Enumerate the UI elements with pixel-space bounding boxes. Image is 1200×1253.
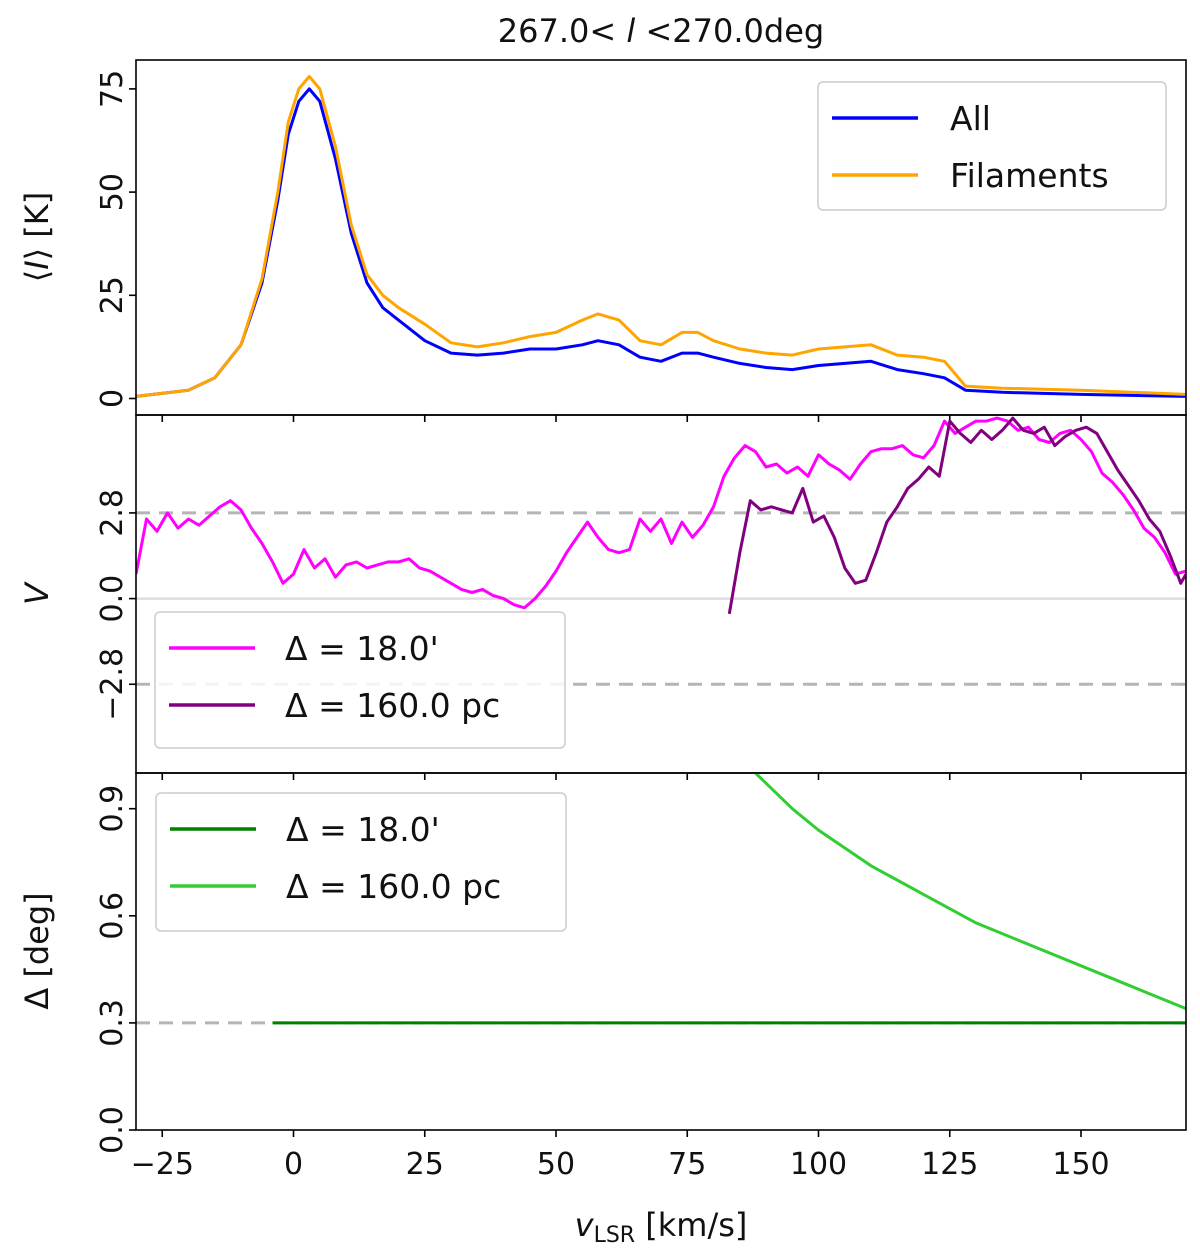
x-tick-label-4: 75	[668, 1147, 706, 1182]
series-group-2	[272, 773, 1186, 1025]
series-group-1	[136, 416, 1186, 615]
y-tick-label-2-3: 0.9	[95, 785, 130, 833]
legend-label-2-1: Δ = 160.0 pc	[286, 867, 501, 906]
legend-label-2-0: Δ = 18.0'	[286, 810, 440, 849]
x-tick-label-0: −25	[131, 1147, 194, 1182]
y-tick-label-1-0: −2.8	[95, 648, 130, 721]
legend-box-1	[154, 611, 566, 749]
ylabel-v: V	[18, 581, 56, 605]
xlabel: vLSR [km/s]	[575, 1206, 748, 1248]
y-tick-label-0-0: 0	[95, 389, 130, 408]
y-tick-label-2-0: 0.0	[95, 1106, 130, 1154]
chart-title: 267.0< l <270.0deg	[498, 12, 824, 50]
series-line-0-0	[136, 87, 1186, 398]
y-tick-label-0-2: 50	[95, 173, 130, 211]
y-tick-label-0-3: 75	[95, 70, 130, 108]
y-tick-label-2-1: 0.3	[95, 999, 130, 1047]
legend-label-0-0: All	[950, 99, 991, 138]
series-line-0-1	[136, 75, 1186, 398]
x-tick-label-7: 150	[1052, 1147, 1109, 1182]
legend-label-0-1: Filaments	[950, 156, 1109, 195]
ylabel-delta: Δ [deg]	[18, 892, 56, 1009]
y-tick-label-2-2: 0.6	[95, 892, 130, 940]
legend-label-1-0: Δ = 18.0'	[285, 629, 439, 668]
series-line-2-1	[754, 773, 1186, 1010]
y-tick-label-0-1: 25	[95, 276, 130, 314]
x-tick-label-5: 100	[790, 1147, 847, 1182]
legend-box-2	[155, 792, 567, 932]
ylabel-intensity: ⟨I⟩ [K]	[18, 192, 56, 283]
legend-box-0	[817, 81, 1167, 211]
series-group-0	[136, 75, 1186, 398]
x-tick-label-2: 25	[406, 1147, 444, 1182]
series-line-1-0	[136, 416, 1186, 610]
plot-frame-2	[135, 772, 1187, 1131]
series-line-1-1	[727, 416, 1186, 615]
x-tick-label-3: 50	[537, 1147, 575, 1182]
panel-delta: 0.0 0.3 0.6 0.9 −25 0 25 50 75 100 125 150 Δ = 18.0'…	[95, 772, 1187, 1182]
y-tick-label-1-2: 2.8	[95, 489, 130, 537]
x-tick-label-6: 125	[921, 1147, 978, 1182]
legend-label-1-1: Δ = 160.0 pc	[285, 686, 500, 725]
panel-v: −2.8 0.0 2.8 Δ = 18.0' Δ = 160.0 pc	[95, 414, 1187, 780]
y-tick-label-1-1: 0.0	[95, 575, 130, 623]
panel-intensity: 0 25 50 75 All Filaments	[95, 59, 1187, 422]
x-tick-label-1: 0	[284, 1147, 303, 1182]
